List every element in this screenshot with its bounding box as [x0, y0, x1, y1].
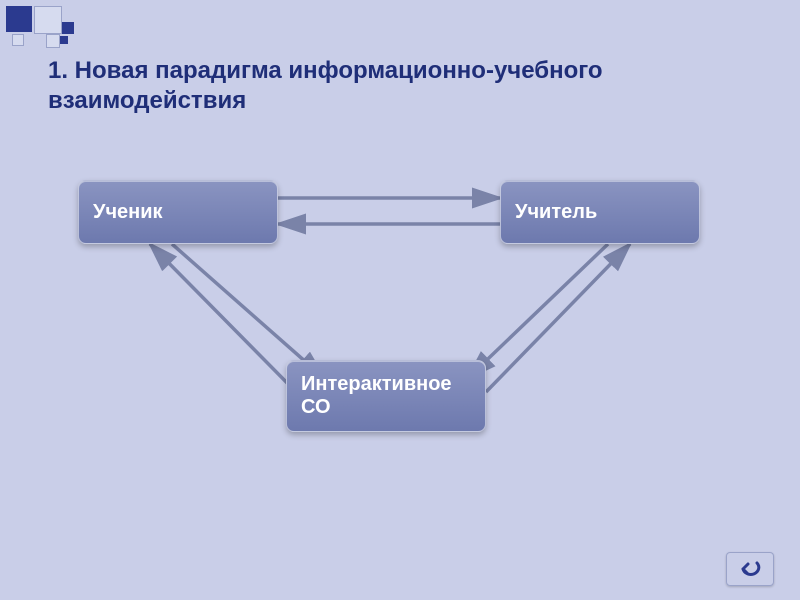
diagram-edge	[486, 244, 630, 392]
deco-square	[6, 6, 32, 32]
node-teacher: Учитель	[500, 180, 700, 244]
node-teacher-label: Учитель	[515, 201, 597, 224]
back-icon	[735, 559, 765, 579]
node-interactive: Интерактивное СО	[286, 360, 486, 432]
deco-square	[34, 6, 62, 34]
diagram-edge	[468, 244, 608, 378]
diagram-edge	[150, 244, 300, 396]
node-interactive-label: Интерактивное СО	[301, 373, 485, 419]
page-title: 1. Новая парадигма информационно-учебног…	[48, 56, 748, 116]
deco-square	[12, 34, 24, 46]
back-button[interactable]	[726, 552, 774, 586]
node-student-label: Ученик	[93, 201, 163, 224]
deco-square	[60, 36, 68, 44]
node-student: Ученик	[78, 180, 278, 244]
deco-square	[46, 34, 60, 48]
deco-square	[62, 22, 74, 34]
diagram-edge	[172, 244, 324, 378]
slide: 1. Новая парадигма информационно-учебног…	[0, 0, 800, 600]
